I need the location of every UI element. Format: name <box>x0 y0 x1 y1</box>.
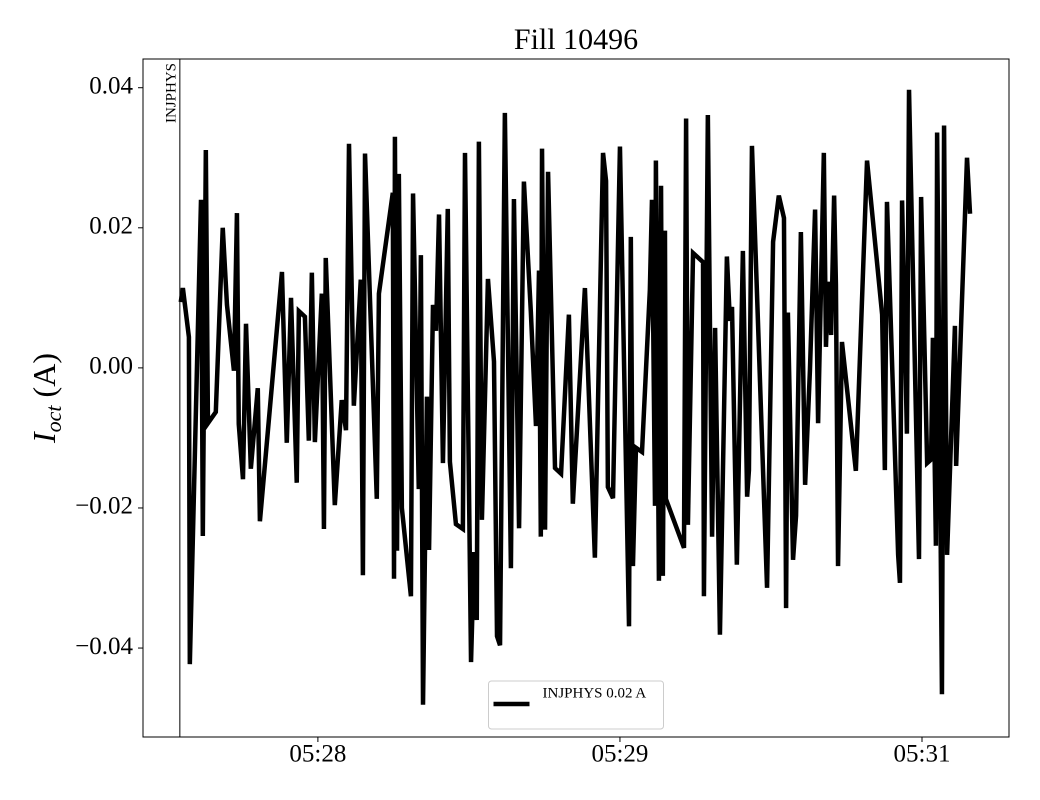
y-label-unit: (A) <box>26 353 62 397</box>
plot-frame <box>142 58 1010 738</box>
legend-label: INJPHYS 0.02 A <box>543 685 647 701</box>
y-tick-label: −0.04 <box>75 633 133 660</box>
x-tick-label: 05:28 <box>289 741 346 768</box>
y-label-space <box>26 397 62 405</box>
y-tick-label: 0.00 <box>89 353 133 380</box>
chart-title: Fill 10496 <box>514 23 638 56</box>
data-line <box>178 89 973 705</box>
y-tick-label: −0.02 <box>75 493 133 520</box>
y-label-subscript: oct <box>41 405 66 433</box>
x-tick-label: 05:29 <box>591 741 648 768</box>
y-tick-label: 0.04 <box>89 72 133 99</box>
y-tick-label: 0.02 <box>89 213 133 240</box>
y-axis-label: Ioct (A) <box>26 353 66 444</box>
marker-label: INJPHYS <box>163 63 179 123</box>
y-label-symbol: I <box>26 431 62 444</box>
legend-box <box>488 680 664 730</box>
legend: INJPHYS 0.02 A <box>488 680 664 730</box>
x-tick-label: 05:31 <box>894 741 951 768</box>
